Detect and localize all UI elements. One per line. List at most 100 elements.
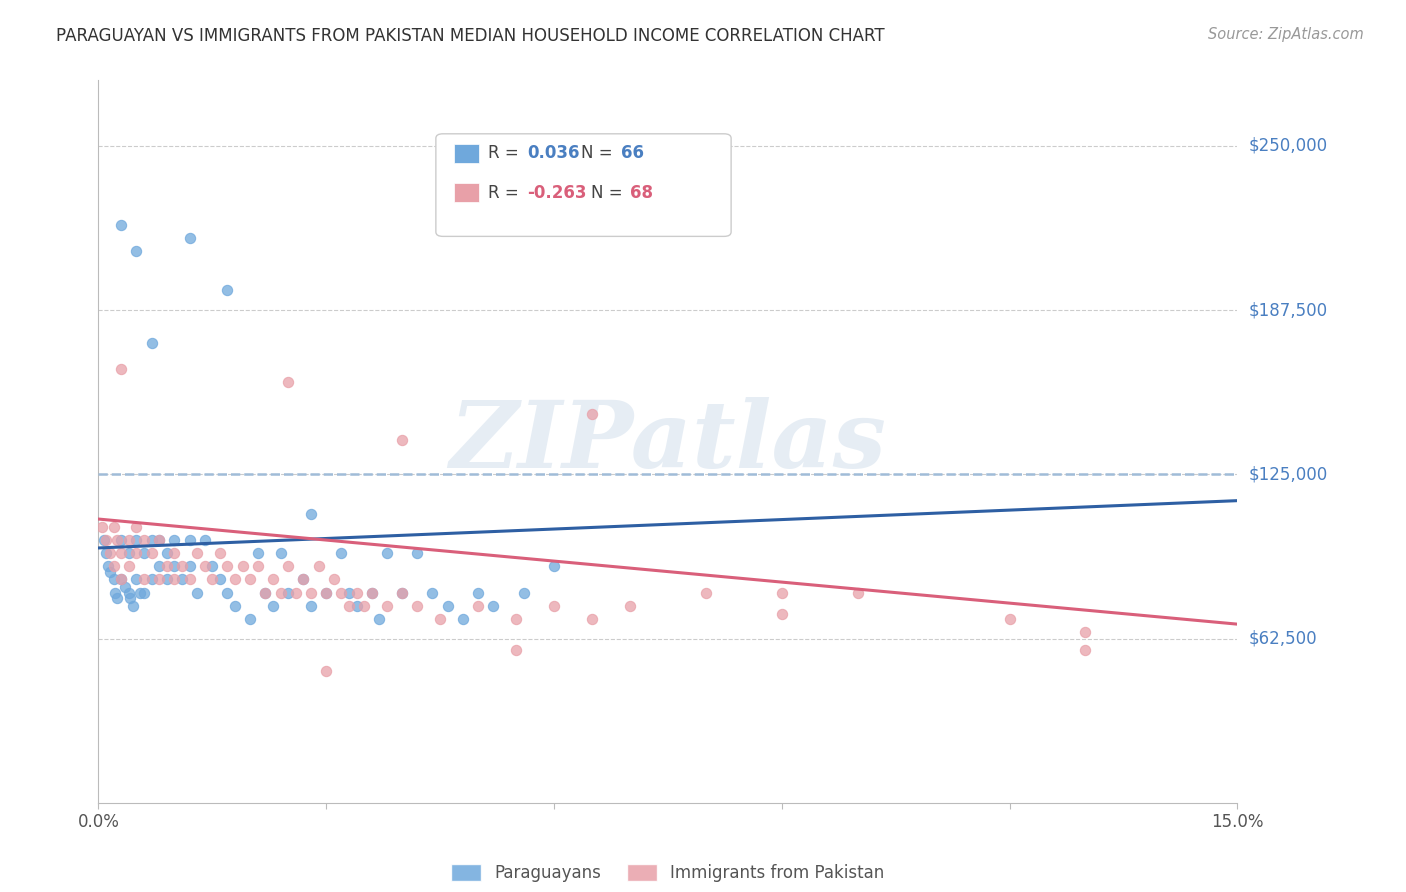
Point [110, 573, 132, 587]
Point [619, 599, 641, 613]
Point [201, 573, 224, 587]
Point [346, 585, 368, 599]
Point [422, 585, 444, 599]
Point [118, 559, 141, 574]
Point [512, 585, 534, 599]
Point [94, 533, 117, 547]
Point [125, 520, 148, 534]
Point [208, 546, 231, 560]
Point [120, 591, 142, 605]
Point [543, 559, 565, 574]
Text: -0.263: -0.263 [527, 184, 586, 202]
Point [299, 585, 322, 599]
Point [406, 599, 429, 613]
Point [543, 599, 565, 613]
Point [299, 599, 322, 613]
Text: N =: N = [581, 145, 617, 162]
Point [224, 599, 246, 613]
Point [337, 599, 360, 613]
Point [1074, 643, 1097, 657]
Point [770, 607, 793, 621]
Point [148, 559, 170, 574]
Point [132, 546, 155, 560]
Point [163, 559, 186, 574]
Point [217, 284, 239, 298]
Point [148, 533, 170, 547]
Point [179, 533, 201, 547]
Point [299, 507, 322, 521]
Point [179, 559, 201, 574]
Point [129, 585, 152, 599]
Legend: Paraguayans, Immigrants from Pakistan: Paraguayans, Immigrants from Pakistan [444, 857, 891, 888]
Point [141, 533, 163, 547]
Point [262, 599, 284, 613]
Text: R =: R = [488, 145, 524, 162]
Point [308, 559, 330, 574]
Point [581, 612, 603, 626]
Point [375, 546, 398, 560]
Point [436, 599, 458, 613]
Point [156, 559, 179, 574]
Point [98, 546, 121, 560]
Point [482, 599, 505, 613]
Point [118, 585, 141, 599]
Point [360, 585, 382, 599]
Point [121, 599, 143, 613]
Point [93, 533, 115, 547]
Point [505, 643, 527, 657]
Point [217, 559, 239, 574]
Point [170, 559, 193, 574]
Point [179, 231, 201, 245]
Point [254, 585, 277, 599]
Point [239, 573, 262, 587]
Point [451, 612, 474, 626]
Point [246, 546, 269, 560]
Point [429, 612, 451, 626]
Point [170, 573, 193, 587]
Text: $187,500: $187,500 [1249, 301, 1327, 319]
Point [98, 565, 121, 579]
Point [179, 573, 201, 587]
Point [103, 559, 125, 574]
Point [391, 585, 413, 599]
Point [246, 559, 269, 574]
Point [194, 559, 217, 574]
Text: $250,000: $250,000 [1249, 137, 1327, 155]
Point [107, 533, 129, 547]
Point [186, 585, 208, 599]
Point [103, 573, 125, 587]
Point [141, 573, 163, 587]
Point [284, 585, 307, 599]
Point [360, 585, 382, 599]
Point [353, 599, 375, 613]
Point [110, 533, 132, 547]
Point [132, 573, 155, 587]
Point [346, 599, 368, 613]
Point [375, 599, 398, 613]
Point [156, 546, 179, 560]
Point [118, 546, 141, 560]
Point [125, 244, 148, 258]
Point [141, 336, 163, 351]
Point [846, 585, 869, 599]
Point [125, 573, 148, 587]
Point [217, 585, 239, 599]
Text: $125,000: $125,000 [1249, 466, 1327, 483]
Point [125, 533, 148, 547]
Point [998, 612, 1021, 626]
Point [148, 573, 170, 587]
Point [292, 573, 315, 587]
Point [232, 559, 254, 574]
Point [337, 585, 360, 599]
Point [163, 546, 186, 560]
Point [163, 533, 186, 547]
Point [201, 559, 224, 574]
Point [103, 520, 125, 534]
Point [239, 612, 262, 626]
Text: R =: R = [488, 184, 524, 202]
Point [208, 573, 231, 587]
Point [118, 533, 141, 547]
Point [695, 585, 717, 599]
Point [292, 573, 315, 587]
Text: Source: ZipAtlas.com: Source: ZipAtlas.com [1208, 27, 1364, 42]
